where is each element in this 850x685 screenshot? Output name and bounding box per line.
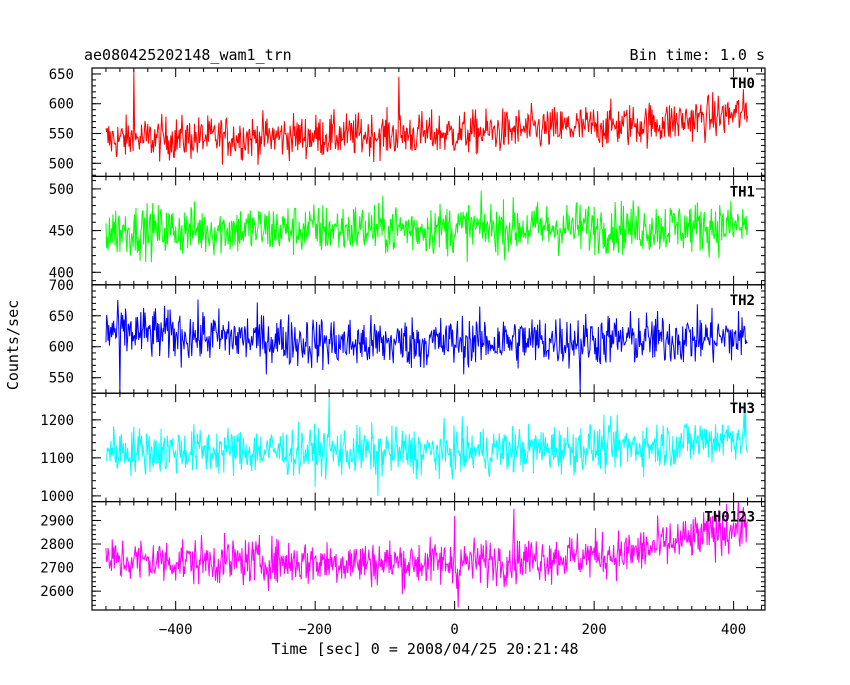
y-tick-label: 500 [49, 156, 74, 172]
series-line-th0 [105, 70, 749, 165]
y-tick-label: 650 [49, 67, 74, 83]
panel-th0: 500 550 600 650 TH0 [49, 67, 766, 178]
y-tick-label: 650 [49, 309, 74, 325]
panel-th1: 400 450 500 TH1 [49, 175, 766, 286]
y-tick-label: 450 [49, 224, 74, 240]
series-line-th1 [105, 190, 749, 263]
panels-layer: 500 550 600 650 TH0 400 450 500 TH1 550 600 650 700 T… [40, 67, 766, 638]
y-tick-label: 550 [49, 371, 74, 387]
panel-frame [91, 501, 766, 611]
x-tick-label: 0 [450, 622, 458, 638]
y-tick-label: 2900 [40, 513, 74, 529]
x-tick-label: −200 [298, 622, 332, 638]
panel-label: TH1 [730, 184, 755, 200]
panel-label: TH0123 [704, 510, 755, 526]
x-tick-labels: −400 −200 0 200 400 [159, 622, 746, 638]
panel-th0123: 2600 2700 2800 2900 TH0123 [40, 501, 766, 611]
chart-title: ae080425202148_wam1_trn [84, 46, 292, 64]
y-tick-label: 700 [49, 278, 74, 294]
y-tick-label: 1000 [40, 489, 74, 505]
x-tick-label: 400 [721, 622, 746, 638]
panel-th2: 550 600 650 700 TH2 [49, 278, 766, 394]
y-tick-label: 1100 [40, 451, 74, 467]
y-tick-label: 2800 [40, 537, 74, 553]
panel-label: TH2 [730, 293, 755, 309]
y-tick-label: 600 [49, 97, 74, 113]
x-tick-label: 200 [581, 622, 606, 638]
y-tick-label: 2600 [40, 584, 74, 600]
y-tick-label: 400 [49, 265, 74, 281]
y-tick-label: 2700 [40, 561, 74, 577]
y-tick-label: 600 [49, 340, 74, 356]
series-line-th0123 [105, 501, 749, 608]
panel-label: TH3 [730, 401, 755, 417]
series-line-th2 [105, 299, 748, 394]
x-axis-label: Time [sec] 0 = 2008/04/25 20:21:48 [271, 640, 578, 658]
bin-time-label: Bin time: 1.0 s [630, 46, 765, 64]
panel-th3: 1000 1100 1200 TH3 [40, 392, 766, 505]
series-line-th3 [105, 396, 749, 496]
y-axis-label: Counts/sec [4, 300, 22, 390]
panel-label: TH0 [730, 76, 755, 92]
y-tick-label: 500 [49, 182, 74, 198]
y-tick-label: 1200 [40, 413, 74, 429]
y-tick-label: 550 [49, 127, 74, 143]
x-tick-label: −400 [159, 622, 193, 638]
